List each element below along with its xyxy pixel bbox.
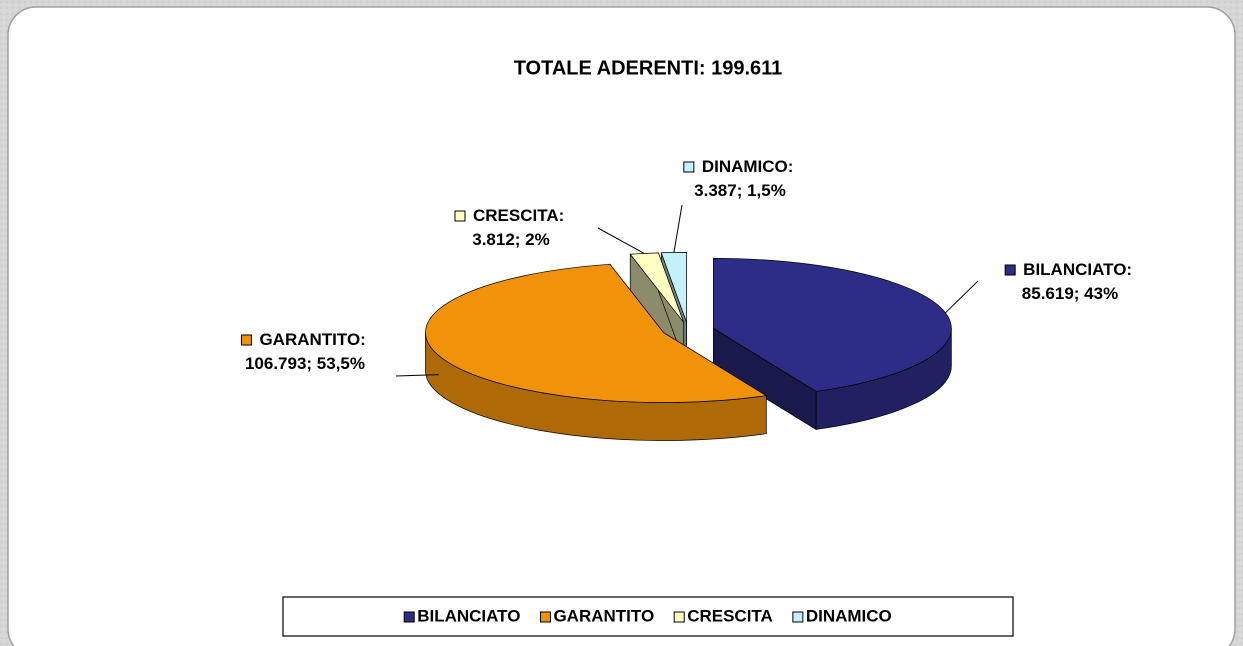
label-line: BILANCIATO: [1023,260,1137,279]
label-line: 106.793; 53,5% [245,354,365,373]
legend-label: BILANCIATO [417,606,520,625]
label-line: 3.387; 1,5% [694,181,786,200]
legend-marker [403,611,415,623]
label-line: CRESCITA: [473,206,569,225]
legend-marker [792,611,804,623]
label-marker [1004,264,1016,276]
data-label: DINAMICO: 3.387; 1,5% [694,157,798,200]
leader-line [945,280,979,314]
legend-marker [673,611,685,623]
label-line: DINAMICO: [702,157,798,176]
data-labels: BILANCIATO: 85.619; 43% GARANTITO: 106.79… [240,157,1137,377]
legend: BILANCIATO GARANTITO CRESCITA DINAMICO [403,606,892,625]
legend-label: DINAMICO [806,606,892,625]
leader-line [395,374,439,377]
label-marker [454,210,466,222]
label-line: 85.619; 43% [1022,284,1118,303]
legend-label: CRESCITA [687,606,773,625]
label-line: GARANTITO: [259,330,370,349]
pie-slice [425,263,768,403]
leader-line [673,204,683,253]
legend-marker [539,611,551,623]
legend-label: GARANTITO [553,606,654,625]
label-marker [240,334,252,346]
leader-line [597,227,645,254]
label-marker [683,161,695,173]
chart-title: TOTALE ADERENTI: 199.611 [514,57,783,79]
pie [425,252,952,441]
data-label: GARANTITO: 106.793; 53,5% [245,330,371,373]
data-label: BILANCIATO: 85.619; 43% [1022,260,1137,303]
data-label: CRESCITA: 3.812; 2% [472,206,569,249]
label-line: 3.812; 2% [472,230,550,249]
